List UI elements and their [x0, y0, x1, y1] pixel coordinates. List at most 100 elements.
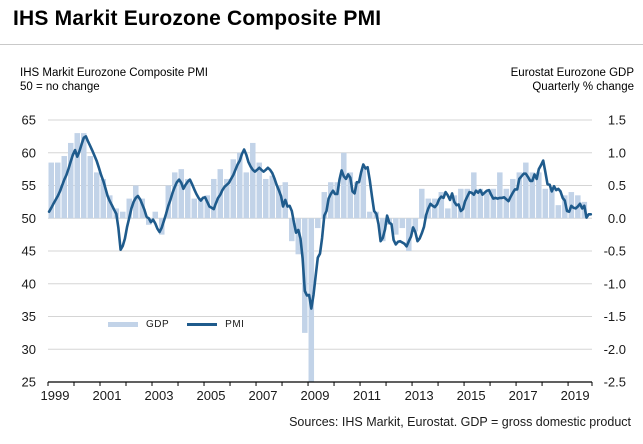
gdp-bar — [503, 188, 510, 219]
x-tick-label: 2001 — [93, 388, 122, 403]
gdp-bar — [341, 152, 347, 219]
x-tick-label: 2013 — [405, 388, 434, 403]
left-axis-caption-line2: 50 = no change — [20, 81, 100, 93]
gdp-bar — [412, 218, 419, 232]
gdp-legend-label: GDP — [146, 318, 170, 330]
gdp-bar — [139, 198, 146, 219]
right-axis-label: -1.0 — [604, 276, 626, 291]
right-axis-label: 1.5 — [608, 113, 626, 128]
gdp-bar — [204, 195, 211, 219]
gdp-bar — [549, 188, 555, 219]
left-axis-label: 60 — [22, 145, 36, 160]
gdp-bar — [191, 198, 198, 219]
gdp-bar — [380, 218, 386, 242]
pmi-line — [47, 135, 593, 310]
gdp-bar — [367, 211, 373, 219]
gdp-bar — [172, 172, 178, 219]
gdp-bar — [490, 188, 497, 219]
gdp-bar — [61, 156, 67, 219]
gdp-bar — [328, 182, 334, 219]
left-axis-label: 65 — [22, 113, 36, 128]
gdp-bar — [230, 159, 237, 219]
gdp-bar — [484, 192, 490, 219]
gdp-bar — [87, 156, 94, 219]
left-axis-label: 50 — [22, 211, 36, 226]
gdp-bar — [354, 182, 360, 219]
gdp-legend-swatch — [108, 321, 138, 327]
x-tick-label: 1999 — [41, 388, 70, 403]
gdp-bar — [334, 182, 341, 219]
gdp-bar — [94, 172, 100, 219]
gdp-bar — [445, 208, 451, 219]
gdp-bar — [360, 169, 367, 219]
right-axis-label: 1.0 — [608, 145, 626, 160]
gdp-bar — [308, 218, 315, 382]
gdp-bar — [269, 175, 276, 219]
gdp-bar — [263, 178, 269, 219]
gdp-bar — [406, 218, 412, 251]
gdp-bar — [276, 185, 282, 219]
page-title: IHS Markit Eurozone Composite PMI — [13, 7, 382, 30]
gdp-bar — [55, 162, 61, 219]
gdp-bar — [321, 192, 328, 219]
left-axis-label: 40 — [22, 276, 36, 291]
x-tick-label: 2005 — [197, 388, 226, 403]
gdp-bar — [536, 172, 542, 219]
right-axis-label: -2.5 — [604, 375, 626, 390]
gdp-bar — [120, 211, 126, 219]
gdp-bar — [250, 142, 256, 219]
gdp-bar — [178, 169, 185, 219]
gdp-bar — [198, 198, 204, 219]
gdp-bar — [237, 152, 243, 219]
gdp-bar — [510, 178, 516, 219]
gdp-bar — [165, 185, 172, 219]
right-axis-label: -1.5 — [604, 309, 626, 324]
gdp-bar — [516, 172, 523, 219]
x-tick-label: 2015 — [457, 388, 486, 403]
x-tick-label: 2017 — [509, 388, 538, 403]
gdp-bar — [419, 188, 425, 219]
gdp-bar — [315, 218, 321, 229]
right-axis-label: 0.0 — [608, 211, 626, 226]
right-axis-label: 0.5 — [608, 178, 626, 193]
gdp-bar — [555, 205, 562, 219]
left-axis-label: 30 — [22, 342, 36, 357]
right-axis-caption: Eurostat Eurozone GDP Quarterly % change — [511, 66, 634, 94]
left-axis-caption-line1: IHS Markit Eurozone Composite PMI — [20, 67, 208, 79]
gdp-bar — [81, 133, 87, 219]
gdp-bar — [133, 185, 139, 219]
gdp-bar — [477, 188, 484, 219]
gdp-bar — [458, 188, 464, 219]
gdp-bar — [152, 211, 159, 219]
gdp-bar — [243, 172, 250, 219]
x-tick-label: 2019 — [561, 388, 590, 403]
title-divider — [0, 44, 643, 45]
gdp-bar — [523, 162, 529, 219]
gdp-bar — [399, 218, 406, 229]
gdp-bar — [347, 172, 354, 219]
gdp-bar — [224, 178, 230, 219]
gdp-bar — [529, 172, 536, 219]
x-tick-label: 2003 — [145, 388, 174, 403]
gdp-bar — [432, 198, 438, 219]
gdp-bar — [438, 192, 445, 219]
gdp-bar — [126, 198, 133, 219]
x-tick-label: 2011 — [353, 388, 381, 403]
left-axis-label: 35 — [22, 309, 36, 324]
gdp-bar — [393, 218, 399, 235]
gdp-bar — [211, 178, 217, 219]
gdp-bar — [542, 188, 549, 219]
right-axis-caption-line1: Eurostat Eurozone GDP — [510, 67, 634, 79]
gdp-bar — [497, 172, 503, 219]
pmi-legend-swatch — [187, 322, 218, 326]
chart-legend: GDP PMI — [108, 317, 244, 331]
source-note: Sources: IHS Markit, Eurostat. GDP = gro… — [289, 415, 631, 429]
gdp-bar — [289, 218, 295, 242]
gdp-bar — [185, 178, 191, 219]
pmi-legend-label: PMI — [225, 318, 245, 330]
right-axis-label: -2.0 — [604, 342, 626, 357]
right-axis-caption-line2: Quarterly % change — [532, 81, 634, 93]
gdp-bar — [74, 133, 80, 219]
left-axis-label: 25 — [22, 375, 36, 390]
